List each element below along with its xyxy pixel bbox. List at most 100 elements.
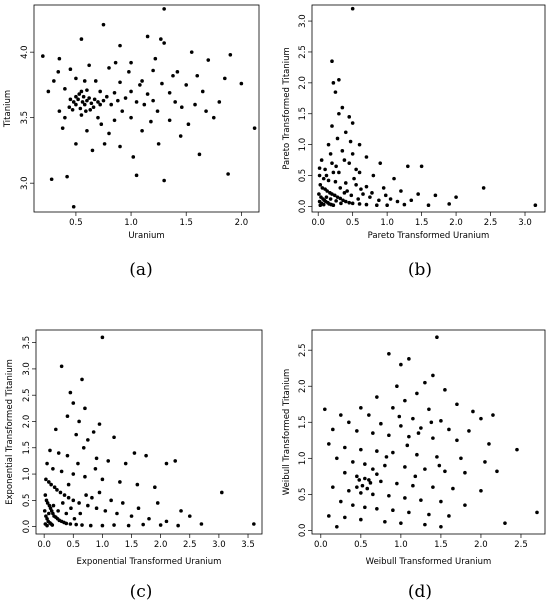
data-point bbox=[342, 158, 347, 162]
y-tick-label: 1.5 bbox=[22, 441, 32, 455]
data-point bbox=[54, 427, 58, 432]
panel-label: (a) bbox=[129, 260, 152, 280]
scatter-panel-3: 0.0 0.5 1.0 1.5 2.0 2.5 3.0 3.5 0.0 0.5 1.0 1.5 2.0 2… bbox=[5, 329, 263, 602]
data-point bbox=[435, 335, 439, 340]
data-point bbox=[419, 164, 424, 169]
data-point bbox=[335, 456, 339, 461]
data-point bbox=[330, 192, 334, 196]
data-point bbox=[415, 452, 419, 457]
data-point bbox=[443, 469, 447, 474]
data-point bbox=[173, 100, 177, 104]
data-point bbox=[354, 167, 358, 172]
data-point bbox=[80, 523, 84, 527]
data-point bbox=[439, 419, 443, 423]
data-point bbox=[343, 181, 348, 185]
data-point bbox=[94, 456, 99, 461]
data-point bbox=[96, 100, 100, 104]
data-point bbox=[325, 189, 329, 193]
data-point bbox=[59, 469, 64, 474]
data-point bbox=[63, 87, 67, 91]
data-point bbox=[167, 118, 172, 123]
x-tick-label: 1.0 bbox=[124, 218, 138, 228]
data-point bbox=[407, 434, 411, 439]
data-point bbox=[371, 467, 375, 471]
data-point bbox=[71, 100, 76, 104]
data-point bbox=[395, 199, 400, 204]
y-tick-label: 1.0 bbox=[22, 467, 32, 481]
data-point bbox=[515, 447, 519, 452]
data-point bbox=[97, 490, 102, 495]
data-point bbox=[79, 113, 84, 117]
data-point bbox=[52, 79, 56, 83]
y-tick-label: 3.5 bbox=[22, 336, 32, 350]
data-point bbox=[355, 429, 359, 433]
x-tick-label: 0.0 bbox=[311, 218, 325, 228]
data-point bbox=[68, 97, 73, 102]
data-point bbox=[67, 105, 72, 109]
data-point bbox=[431, 485, 435, 489]
data-point bbox=[76, 97, 80, 102]
y-tick-label: 2.5 bbox=[298, 343, 308, 357]
data-point bbox=[83, 474, 87, 479]
data-point bbox=[363, 462, 367, 466]
data-point bbox=[367, 478, 371, 482]
data-point bbox=[129, 115, 133, 120]
data-point bbox=[90, 148, 95, 153]
data-point bbox=[71, 498, 76, 503]
data-point bbox=[145, 34, 150, 39]
data-point bbox=[321, 176, 326, 181]
data-point bbox=[356, 197, 360, 201]
data-point bbox=[387, 351, 391, 356]
y-tick-label: 0.5 bbox=[298, 488, 308, 502]
data-point bbox=[226, 172, 230, 176]
data-point bbox=[118, 144, 122, 149]
data-point bbox=[140, 128, 144, 133]
y-tick-label: 3.0 bbox=[20, 176, 30, 190]
y-tick-label: 2.0 bbox=[298, 76, 308, 90]
data-point bbox=[164, 519, 169, 524]
data-point bbox=[416, 192, 420, 196]
data-point bbox=[397, 414, 402, 419]
data-point bbox=[338, 196, 343, 201]
scatter-points bbox=[41, 7, 257, 209]
data-point bbox=[327, 442, 331, 446]
data-point bbox=[100, 477, 105, 482]
data-point bbox=[339, 499, 343, 504]
data-point bbox=[357, 202, 362, 206]
data-point bbox=[357, 142, 362, 147]
scatter-points bbox=[317, 6, 538, 208]
data-point bbox=[335, 136, 340, 141]
data-point bbox=[317, 173, 322, 178]
x-tick-label: 2.5 bbox=[514, 540, 528, 550]
data-point bbox=[481, 186, 486, 190]
data-point bbox=[318, 203, 323, 208]
data-point bbox=[350, 121, 355, 125]
data-point bbox=[160, 81, 164, 86]
y-tick-label: 4.0 bbox=[20, 45, 30, 59]
x-axis-label: Weibull Transformed Uranium bbox=[366, 557, 492, 567]
data-point bbox=[403, 465, 407, 469]
data-point bbox=[351, 503, 355, 507]
data-point bbox=[323, 167, 327, 172]
data-point bbox=[357, 478, 362, 482]
data-point bbox=[439, 499, 443, 504]
data-point bbox=[72, 516, 77, 521]
data-point bbox=[355, 485, 359, 489]
data-point bbox=[411, 416, 415, 421]
y-tick-label: 3.0 bbox=[22, 362, 32, 376]
data-point bbox=[65, 453, 70, 458]
data-point bbox=[87, 63, 91, 68]
data-point bbox=[359, 187, 363, 191]
data-point bbox=[156, 142, 161, 146]
scatter-points bbox=[323, 335, 539, 529]
data-point bbox=[51, 467, 55, 471]
data-point bbox=[407, 357, 411, 361]
data-point bbox=[186, 122, 191, 127]
data-point bbox=[340, 149, 345, 153]
y-tick-label: 0.5 bbox=[298, 169, 308, 183]
data-point bbox=[331, 81, 336, 85]
data-point bbox=[405, 443, 410, 448]
plot-frame bbox=[311, 4, 546, 213]
data-point bbox=[82, 79, 87, 83]
data-point bbox=[345, 189, 349, 193]
